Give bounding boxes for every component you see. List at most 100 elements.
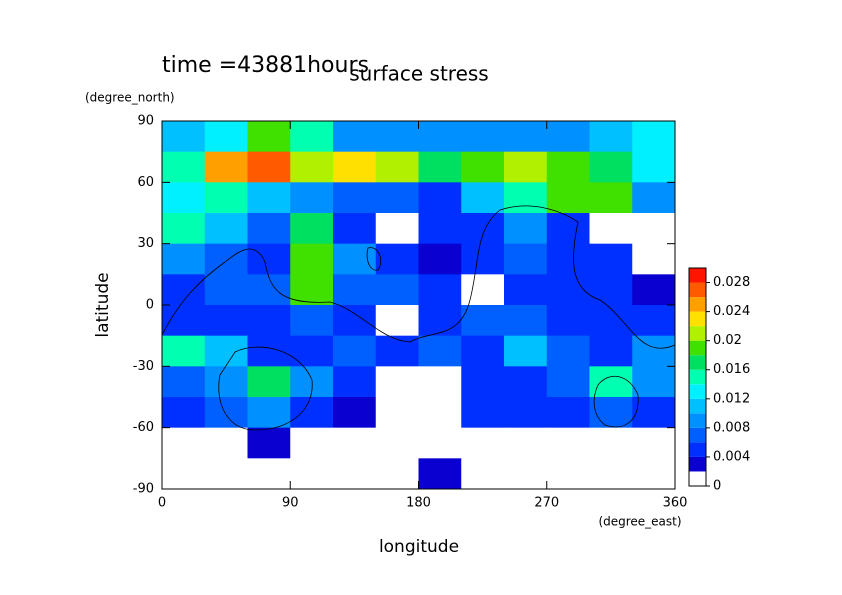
colorbar-tick-label: 0.028 [713, 275, 750, 290]
colorbar-tick-label: 0.004 [713, 449, 750, 464]
field-cell [418, 427, 462, 459]
y-tick-label: -60 [133, 420, 154, 435]
field-cell [162, 182, 206, 214]
field-cell [546, 151, 590, 183]
field-cell [546, 274, 590, 306]
field-cell [589, 151, 633, 183]
x-tick-label: 180 [406, 496, 431, 511]
field-cell [418, 151, 462, 183]
field-cell [461, 397, 505, 429]
colorbar-band [689, 340, 706, 356]
field-cell [333, 243, 377, 275]
field-cell [504, 305, 548, 337]
field-cell [461, 274, 505, 306]
field-cell [632, 366, 676, 398]
field-cell [418, 182, 462, 214]
field-cell [333, 121, 377, 153]
field-cell [247, 121, 291, 153]
colorbar-band [689, 311, 706, 327]
field-cell [461, 182, 505, 214]
y-units: (degree_north) [85, 91, 175, 105]
field-cell [333, 182, 377, 214]
field-cell [333, 458, 377, 490]
field-cell [247, 305, 291, 337]
colorbar-tick-label: 0 [713, 479, 721, 494]
field-cell [418, 397, 462, 429]
field-cell [546, 121, 590, 153]
field-cell [504, 274, 548, 306]
field-cell [204, 243, 248, 275]
field-cell [290, 121, 334, 153]
colorbar-tick-label: 0.02 [713, 333, 742, 348]
x-tick-label: 270 [534, 496, 559, 511]
colorbar-frame [688, 267, 707, 487]
field-cell [546, 305, 590, 337]
colorbar-band [689, 427, 706, 443]
field-cell [504, 366, 548, 398]
field-cell [162, 397, 206, 429]
field-cell [162, 458, 206, 490]
field-cell [375, 182, 419, 214]
field-cell [204, 274, 248, 306]
y-tick-label: 60 [137, 175, 154, 190]
field-cell [632, 274, 676, 306]
field-cell [290, 243, 334, 275]
field-cell [333, 427, 377, 459]
field-cell [204, 458, 248, 490]
field-cell [247, 274, 291, 306]
field-cell [290, 182, 334, 214]
field-cell [546, 427, 590, 459]
field-cell [632, 458, 676, 490]
field-cell [461, 366, 505, 398]
field-cell [546, 182, 590, 214]
field-cell [375, 151, 419, 183]
x-tick-label: 360 [663, 496, 688, 511]
field-cell [418, 366, 462, 398]
field-cell [162, 121, 206, 153]
field-cell [247, 458, 291, 490]
field-cell [632, 151, 676, 183]
field-cell [333, 397, 377, 429]
x-tick-label: 0 [158, 496, 166, 511]
field-cell [589, 305, 633, 337]
field-cell [589, 335, 633, 367]
field-cell [162, 213, 206, 245]
field-cell [504, 427, 548, 459]
colorbar-tick-label: 0.016 [713, 362, 750, 377]
field-cell [546, 335, 590, 367]
field-cell [589, 427, 633, 459]
colorbar-band [689, 471, 706, 486]
field-cell [290, 151, 334, 183]
field-cell [546, 243, 590, 275]
field-cell [204, 151, 248, 183]
field-cell [461, 305, 505, 337]
colorbar-tick-label: 0.024 [713, 304, 750, 319]
field-cell [504, 151, 548, 183]
field-cell [247, 366, 291, 398]
time-label: time =43881hours [162, 53, 369, 78]
field-cell [204, 335, 248, 367]
field-cell [589, 458, 633, 490]
field-cell [333, 335, 377, 367]
y-tick-label: 90 [137, 114, 154, 129]
field-cell [290, 397, 334, 429]
field-cell [504, 458, 548, 490]
chart-title: surface stress [349, 62, 488, 86]
field-cell [375, 305, 419, 337]
field-cell [333, 151, 377, 183]
field-cell [204, 182, 248, 214]
field-cell [375, 397, 419, 429]
field-cell [461, 335, 505, 367]
field-cell [418, 274, 462, 306]
field-cell [333, 366, 377, 398]
field-cell [247, 243, 291, 275]
field-cell [290, 458, 334, 490]
field-cell [418, 305, 462, 337]
field-cell [247, 182, 291, 214]
field-cell [461, 121, 505, 153]
field-cell [632, 243, 676, 275]
field-cell [204, 121, 248, 153]
field-cell [504, 182, 548, 214]
x-units: (degree_east) [598, 515, 681, 529]
